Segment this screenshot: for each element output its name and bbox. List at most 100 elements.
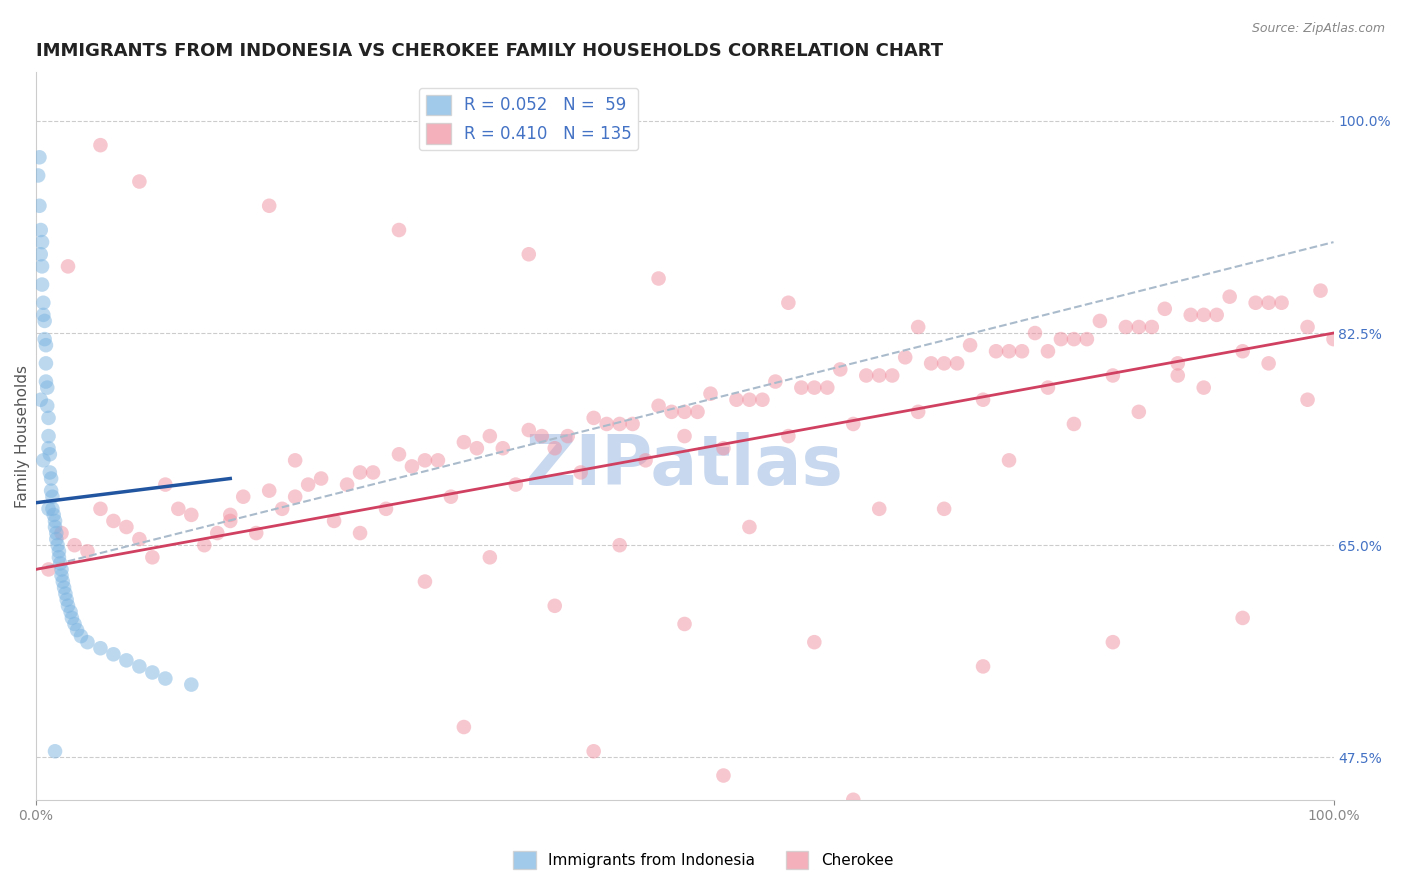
Point: [673, 617, 696, 632]
Point: [1271, 295, 1294, 310]
Point: [167, 501, 190, 516]
Point: [1219, 290, 1241, 304]
Point: [45, 532, 67, 546]
Point: [790, 381, 813, 395]
Point: [103, 514, 125, 528]
Text: Source: ZipAtlas.com: Source: ZipAtlas.com: [1251, 22, 1385, 36]
Point: [30, 392, 52, 407]
Point: [517, 423, 540, 437]
Point: [1232, 344, 1254, 359]
Point: [42, 508, 65, 522]
Point: [984, 344, 1007, 359]
Point: [115, 520, 138, 534]
Point: [1050, 332, 1073, 346]
Point: [1011, 344, 1033, 359]
Point: [609, 417, 631, 431]
Legend: Immigrants from Indonesia, Cherokee: Immigrants from Indonesia, Cherokee: [506, 845, 900, 875]
Point: [59, 605, 82, 619]
Point: [1036, 381, 1059, 395]
Point: [89, 641, 111, 656]
Point: [738, 392, 761, 407]
Point: [56, 260, 79, 274]
Text: IMMIGRANTS FROM INDONESIA VS CHEROKEE FAMILY HOUSEHOLDS CORRELATION CHART: IMMIGRANTS FROM INDONESIA VS CHEROKEE FA…: [35, 42, 942, 60]
Point: [778, 429, 800, 443]
Point: [544, 599, 567, 613]
Point: [842, 793, 865, 807]
Point: [41, 501, 63, 516]
Point: [647, 399, 669, 413]
Point: [634, 453, 657, 467]
Point: [70, 629, 93, 643]
Point: [284, 453, 307, 467]
Point: [34, 314, 56, 328]
Point: [868, 368, 890, 383]
Point: [868, 501, 890, 516]
Point: [1076, 332, 1098, 346]
Point: [219, 514, 242, 528]
Point: [30, 247, 52, 261]
Point: [686, 405, 709, 419]
Point: [478, 550, 501, 565]
Point: [271, 501, 294, 516]
Point: [257, 483, 280, 498]
Point: [557, 429, 579, 443]
Point: [388, 223, 411, 237]
Point: [51, 568, 73, 582]
Point: [257, 199, 280, 213]
Point: [44, 514, 66, 528]
Point: [1296, 320, 1319, 334]
Point: [76, 635, 98, 649]
Point: [35, 356, 58, 370]
Point: [38, 441, 60, 455]
Point: [1167, 368, 1189, 383]
Point: [1167, 356, 1189, 370]
Point: [582, 744, 605, 758]
Point: [1140, 320, 1163, 334]
Point: [1180, 308, 1202, 322]
Point: [55, 592, 77, 607]
Point: [569, 466, 592, 480]
Point: [27, 169, 49, 183]
Point: [39, 471, 62, 485]
Point: [401, 459, 423, 474]
Point: [284, 490, 307, 504]
Point: [778, 295, 800, 310]
Point: [505, 477, 527, 491]
Point: [1322, 332, 1344, 346]
Point: [38, 501, 60, 516]
Point: [1257, 295, 1279, 310]
Point: [959, 338, 981, 352]
Point: [141, 665, 163, 680]
Point: [595, 417, 617, 431]
Legend: R = 0.052   N =  59, R = 0.410   N = 135: R = 0.052 N = 59, R = 0.410 N = 135: [419, 88, 638, 151]
Point: [193, 538, 215, 552]
Point: [1309, 284, 1331, 298]
Point: [1296, 392, 1319, 407]
Point: [751, 392, 773, 407]
Point: [32, 295, 55, 310]
Point: [52, 574, 75, 589]
Point: [349, 526, 371, 541]
Point: [453, 435, 475, 450]
Point: [673, 429, 696, 443]
Point: [155, 672, 177, 686]
Point: [530, 429, 553, 443]
Point: [803, 381, 825, 395]
Point: [89, 501, 111, 516]
Point: [48, 550, 70, 565]
Point: [48, 544, 70, 558]
Point: [478, 429, 501, 443]
Point: [60, 611, 83, 625]
Point: [51, 562, 73, 576]
Point: [41, 490, 63, 504]
Point: [725, 392, 748, 407]
Point: [76, 544, 98, 558]
Point: [932, 356, 955, 370]
Point: [1153, 301, 1175, 316]
Point: [972, 659, 994, 673]
Point: [56, 599, 79, 613]
Point: [699, 386, 721, 401]
Point: [661, 405, 683, 419]
Point: [232, 490, 254, 504]
Point: [1102, 635, 1125, 649]
